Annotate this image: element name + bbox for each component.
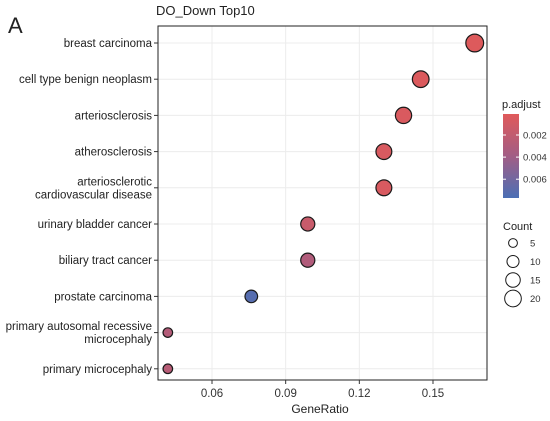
category-label: prostate carcinoma [54, 291, 152, 303]
x-axis-label: GeneRatio [291, 402, 349, 416]
size-legend-label: 20 [530, 294, 541, 305]
color-legend-tick-label: 0.002 [523, 131, 547, 142]
data-point [300, 252, 316, 268]
category-label-line: cell type benign neoplasm [19, 74, 152, 86]
x-axis: 0.06 0.09 0.12 0.15 [201, 380, 444, 400]
panel-letter: A [8, 13, 23, 38]
size-legend-label: 15 [530, 276, 541, 287]
y-axis-labels: breast carcinoma cell type benign neoplas… [6, 38, 158, 376]
category-label: arteriosclerotic cardiovascular disease [35, 176, 152, 201]
size-legend-label: 10 [530, 257, 541, 268]
category-label-line: breast carcinoma [64, 38, 153, 50]
category-label: cell type benign neoplasm [19, 74, 152, 86]
data-point [300, 216, 316, 232]
size-legend: Count 5 10 15 20 [503, 221, 541, 308]
data-point [375, 179, 393, 197]
data-point [411, 70, 430, 89]
data-point [162, 327, 174, 338]
color-legend-title: p.adjust [502, 99, 541, 111]
data-point [162, 363, 174, 375]
size-legend-circle [504, 289, 522, 308]
size-legend-circle [505, 272, 521, 288]
size-legend-label: 5 [530, 239, 535, 250]
category-label-line: urinary bladder cancer [38, 219, 153, 231]
color-legend-tick-label: 0.006 [523, 175, 547, 186]
category-label-line: microcephaly [84, 334, 152, 346]
category-label-line: arteriosclerotic [77, 176, 152, 188]
color-legend-tick-label: 0.004 [523, 153, 547, 164]
category-label: arteriosclerosis [75, 110, 153, 122]
size-legend-title: Count [503, 221, 532, 233]
color-legend-bar [503, 114, 519, 198]
plot-area [157, 25, 488, 381]
category-label-line: primary microcephaly [43, 364, 153, 376]
category-label-line: primary autosomal recessive [6, 321, 152, 333]
x-tick-label: 0.06 [201, 388, 223, 400]
category-label: breast carcinoma [64, 38, 153, 50]
data-point [394, 106, 413, 125]
category-label-line: arteriosclerosis [75, 110, 153, 122]
size-legend-circle [506, 254, 520, 269]
data-point [465, 33, 485, 53]
category-label-line: biliary tract cancer [59, 255, 152, 267]
chart-title: DO_Down Top10 [156, 3, 255, 18]
category-label-line: atherosclerosis [75, 147, 153, 159]
category-label: urinary bladder cancer [38, 219, 153, 231]
data-point [244, 289, 259, 304]
category-label: biliary tract cancer [59, 255, 152, 267]
x-tick-label: 0.09 [274, 388, 296, 400]
plot-border [157, 25, 488, 381]
color-legend: p.adjust 0.002 0.004 0.006 [502, 99, 547, 198]
data-point [375, 143, 393, 161]
category-label: primary autosomal recessive microcephaly [6, 321, 153, 346]
category-label: atherosclerosis [75, 147, 153, 159]
plot-background [158, 26, 487, 380]
size-legend-circle [508, 238, 518, 248]
x-tick-label: 0.15 [422, 388, 444, 400]
category-label-line: prostate carcinoma [54, 291, 152, 303]
category-label-line: cardiovascular disease [35, 189, 152, 201]
category-label: primary microcephaly [43, 364, 153, 376]
x-tick-label: 0.12 [348, 388, 370, 400]
